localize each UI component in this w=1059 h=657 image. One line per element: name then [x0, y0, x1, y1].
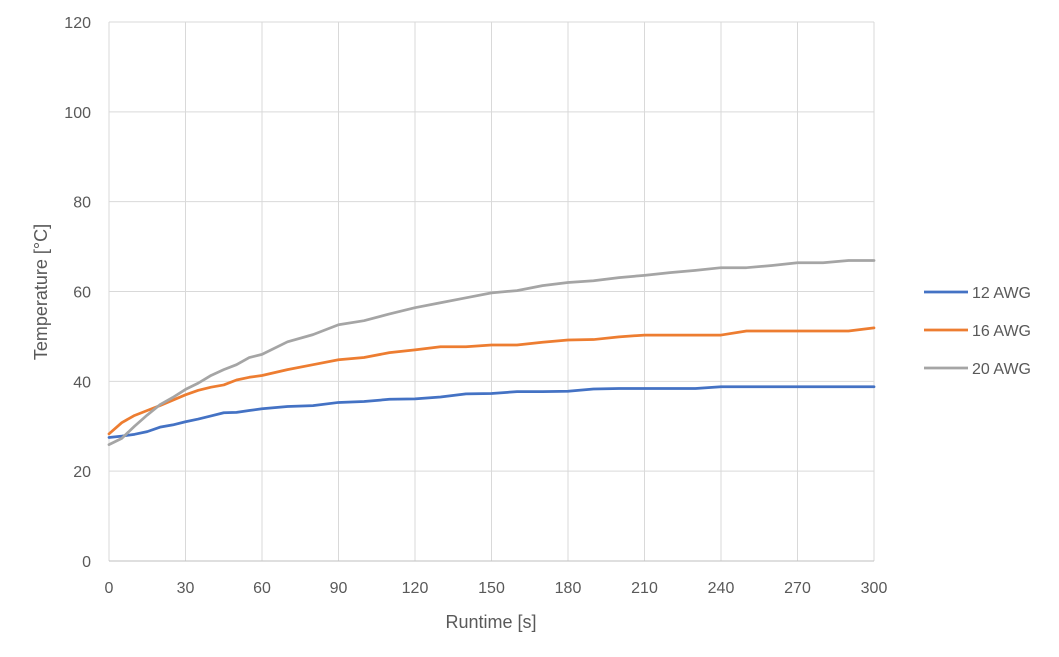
- y-tick-label: 80: [73, 195, 91, 212]
- legend-label-20-awg: 20 AWG: [972, 361, 1031, 378]
- x-tick-label: 300: [861, 580, 888, 597]
- x-tick-label: 0: [105, 580, 114, 597]
- y-tick-label: 120: [64, 15, 91, 32]
- y-tick-label: 0: [82, 554, 91, 571]
- x-tick-label: 210: [631, 580, 658, 597]
- y-tick-label: 100: [64, 105, 91, 122]
- x-tick-label: 150: [478, 580, 505, 597]
- x-tick-label: 90: [330, 580, 348, 597]
- legend-label-12-awg: 12 AWG: [972, 285, 1031, 302]
- series-line-16-awg: [107, 326, 876, 436]
- legend: 12 AWG 16 AWG 20 AWG: [924, 285, 1031, 378]
- y-axis-title: Temperature [°C]: [31, 224, 51, 360]
- y-tick-label: 20: [73, 464, 91, 481]
- series-lines: [107, 259, 876, 447]
- x-tick-label: 60: [253, 580, 271, 597]
- x-tick-label: 240: [708, 580, 735, 597]
- y-tick-label: 60: [73, 285, 91, 302]
- tick-labels: 0 20 40 60 80 100 120 0 30 60 90 120 150 180 210 240 270…: [64, 15, 887, 597]
- y-tick-label: 40: [73, 374, 91, 391]
- series-line-12-awg: [107, 385, 876, 439]
- x-tick-label: 270: [784, 580, 811, 597]
- x-tick-label: 180: [555, 580, 582, 597]
- x-tick-label: 30: [177, 580, 195, 597]
- legend-label-16-awg: 16 AWG: [972, 323, 1031, 340]
- x-tick-label: 120: [402, 580, 429, 597]
- gridlines: [108, 21, 875, 561]
- x-axis-title: Runtime [s]: [445, 612, 536, 632]
- series-line-20-awg: [107, 259, 876, 447]
